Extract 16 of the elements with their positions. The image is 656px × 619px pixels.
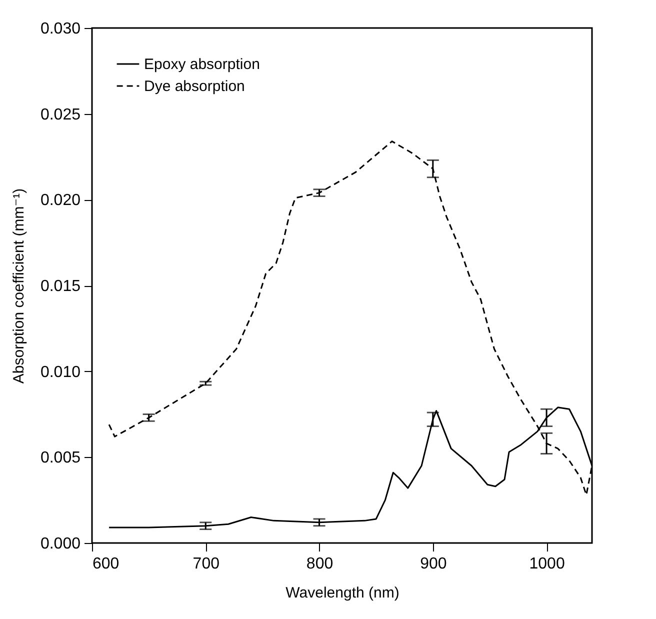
x-axis-title: Wavelength (nm) — [286, 584, 400, 602]
y-tick-label: 0.015 — [40, 278, 81, 295]
y-tick-label: 0.020 — [40, 192, 81, 210]
x-tick-label: 800 — [306, 556, 334, 572]
y-axis-title: Absorption coefficient (mm⁻¹) — [10, 188, 28, 384]
x-tick-label: 600 — [92, 556, 120, 572]
y-tick-label: 0.025 — [40, 106, 81, 124]
legend-label: Epoxy absorption — [144, 56, 260, 73]
y-tick-label: 0.030 — [40, 20, 81, 38]
y-tick-label: 0.000 — [40, 536, 81, 552]
x-tick-label: 1000 — [529, 556, 565, 572]
y-tick-label: 0.005 — [40, 450, 81, 467]
x-tick-label: 900 — [420, 556, 447, 572]
y-tick-label: 0.010 — [40, 364, 81, 381]
legend-label: Dye absorption — [144, 78, 245, 95]
x-tick-label: 700 — [192, 556, 220, 572]
